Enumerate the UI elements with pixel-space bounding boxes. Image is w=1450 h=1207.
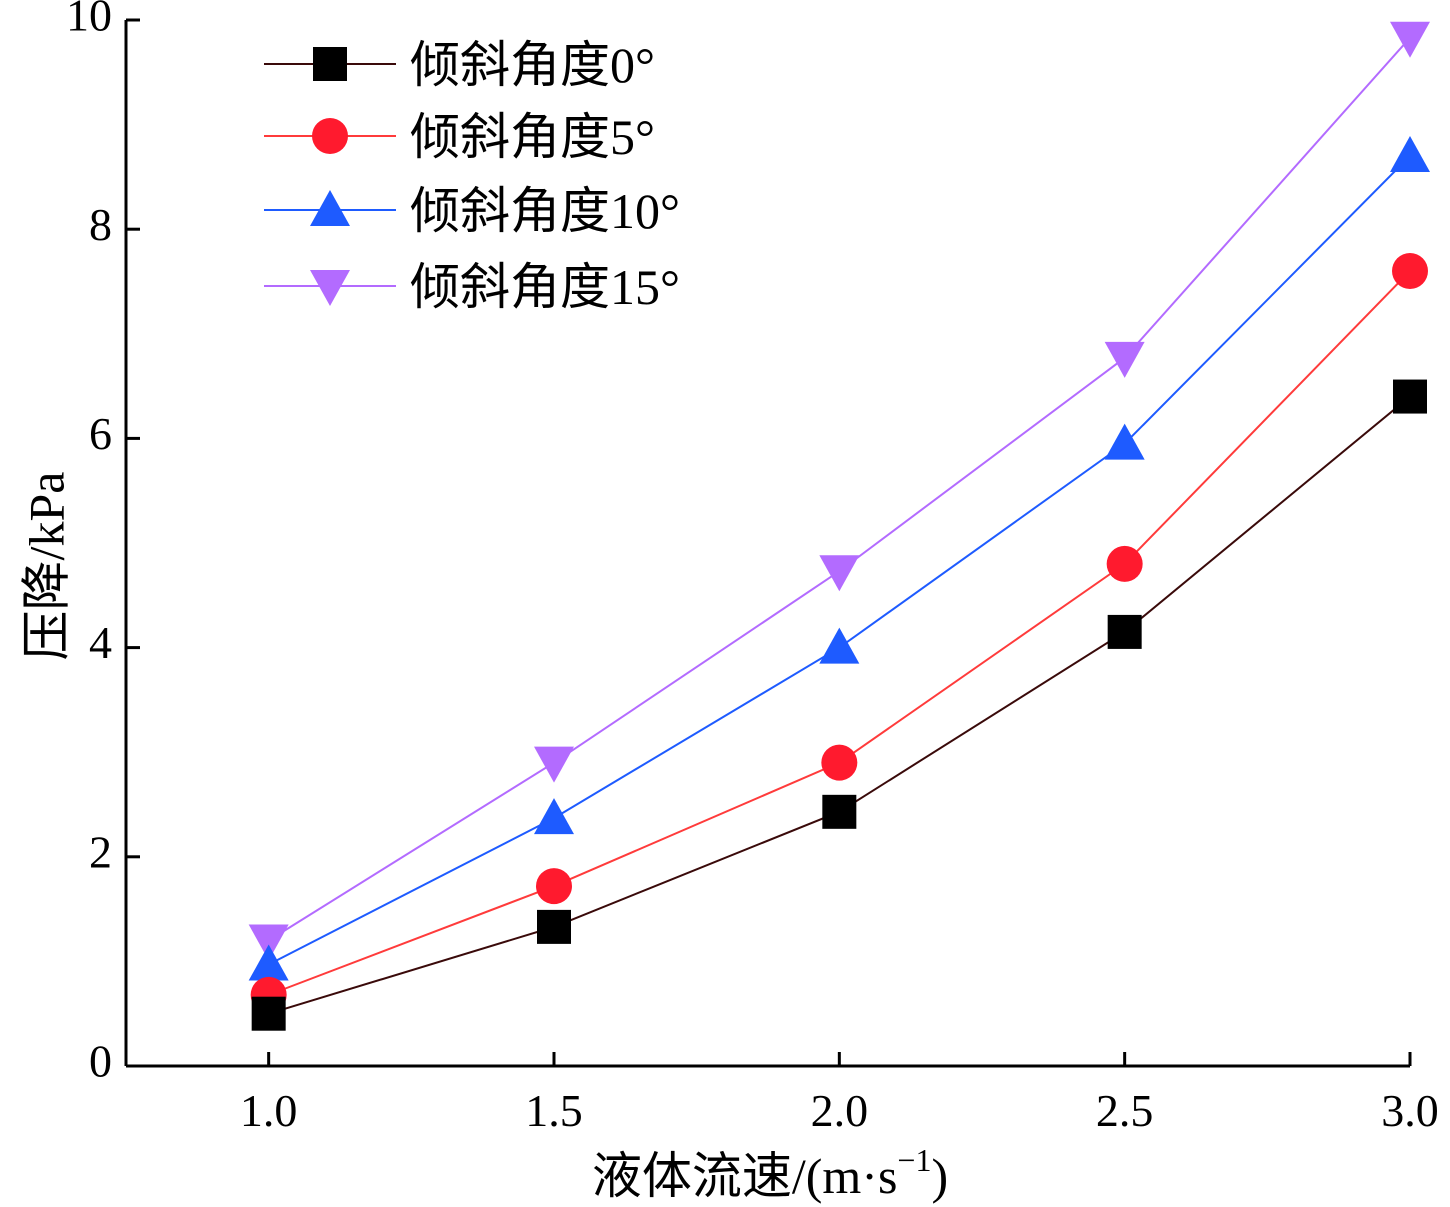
data-point [1393,379,1427,414]
data-point [819,555,860,592]
data-point [534,746,574,783]
legend-item: 倾斜角度10° [264,183,680,239]
x-axis-title: 液体流速/(m·s−1) [592,1142,948,1204]
data-point [822,794,857,829]
series-0 [251,379,1427,1031]
x-tick-label: 2.5 [1096,1085,1154,1136]
y-tick-label: 6 [89,408,112,459]
y-axis-title: 压降/kPa [18,472,74,661]
legend-item: 倾斜角度5° [264,109,655,165]
series-layer [248,21,1430,1031]
data-point [534,798,574,835]
data-point [251,996,286,1031]
data-point [1392,253,1428,290]
legend-marker [310,270,350,306]
legend-label: 倾斜角度15° [410,259,680,315]
y-tick-label: 0 [89,1036,112,1087]
x-axis-title-superscript: −1 [897,1142,931,1178]
data-point [248,944,289,981]
legend-item: 倾斜角度15° [264,259,680,315]
x-axis-title-tail: ) [931,1148,948,1204]
legend-label: 倾斜角度0° [410,37,655,93]
data-point [537,909,571,944]
x-tick-label: 1.0 [240,1085,298,1136]
data-point [821,744,858,781]
x-tick-label: 3.0 [1381,1085,1439,1136]
legend-marker [310,190,350,226]
series-line [268,395,1411,1015]
legend-item: 倾斜角度0° [264,37,655,93]
data-point [1390,21,1430,58]
legend-marker [312,118,348,154]
legend-label: 倾斜角度10° [410,183,680,239]
x-tick-label: 1.5 [525,1085,583,1136]
axes: 0 2 4 6 8 10 1.0 1.5 2.0 2.5 3.0 [66,0,1439,1136]
data-point [819,627,860,664]
data-point [536,868,572,905]
data-point [1106,545,1143,582]
y-tick-label: 4 [89,617,112,668]
x-axis-title-main: 液体流速/(m·s [592,1148,898,1204]
y-tick-label: 8 [89,199,112,250]
x-tick-label: 2.0 [811,1085,869,1136]
y-tick-label: 10 [66,0,112,41]
data-point [1107,614,1142,649]
data-point [1104,341,1145,378]
data-point [1104,423,1145,460]
data-point [1390,135,1430,172]
series-1 [250,253,1428,1013]
legend-label: 倾斜角度5° [410,109,655,165]
legend: 倾斜角度0° 倾斜角度5° 倾斜角度10° 倾斜角度15° [264,37,680,315]
data-point [248,924,289,961]
series-3 [248,21,1430,961]
series-2 [248,135,1430,981]
y-tick-label: 2 [89,826,112,877]
legend-marker [313,47,347,81]
